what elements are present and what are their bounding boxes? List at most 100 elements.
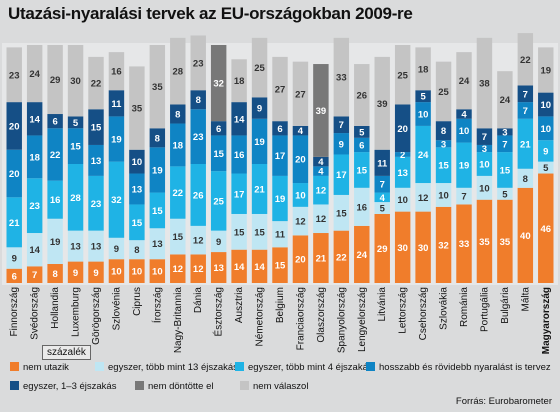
data-label: 16 [356, 202, 367, 213]
data-label: 17 [234, 189, 245, 200]
data-label: 12 [418, 193, 429, 204]
bar-segment-nem_utazik [374, 213, 390, 283]
bar-segment-egyszer_1_3 [435, 121, 452, 141]
data-label: 7 [523, 89, 528, 100]
bar-segment-egyszer_4 [67, 164, 84, 231]
data-label: 21 [316, 254, 327, 265]
x-tick-label: Litvánia [377, 287, 388, 322]
data-label: 13 [397, 168, 408, 179]
data-label: 10 [459, 126, 470, 137]
data-label: 7 [339, 120, 344, 131]
data-label: 19 [540, 65, 551, 76]
data-label: 30 [418, 243, 429, 254]
bar-segment-nem_utazik [108, 259, 125, 283]
bar-segment-egyszer_4 [26, 178, 43, 234]
data-label: 13 [132, 184, 143, 195]
data-label: 5 [420, 92, 426, 103]
bar-segment-egyszer_1_3 [497, 128, 513, 136]
data-label: 5 [502, 189, 508, 200]
data-label: 15 [132, 218, 143, 229]
bar-segment-nem_utazik [456, 204, 472, 283]
bar-segment-nem_valaszol [88, 56, 104, 110]
bar-segment-nem_utazik [415, 211, 431, 283]
bar-segment-egyszer_13 [231, 213, 247, 250]
data-label: 15 [70, 142, 81, 153]
bar-segment-nem_utazik [476, 199, 493, 283]
bar-segment-hosszabb_rovid [476, 144, 493, 153]
data-label: 26 [356, 90, 367, 101]
bar-segment-egyszer_1_3 [517, 85, 534, 103]
data-label: 5 [380, 204, 386, 215]
bar-segment-egyszer_4 [292, 183, 309, 207]
data-label: 6 [216, 124, 221, 135]
data-label: 19 [275, 194, 286, 205]
bar-segment-egyszer_13 [354, 187, 370, 226]
bar-segment-egyszer_4 [190, 164, 206, 226]
data-label: 6 [12, 271, 17, 282]
x-tick-label: Románia [459, 287, 470, 327]
bar-segment-nem_valaszol [394, 45, 411, 105]
data-label: 13 [91, 242, 102, 253]
source-note: Forrás: Eurobarometer [455, 396, 552, 407]
unit-label: százalék [42, 345, 91, 360]
data-label: 7 [523, 106, 528, 117]
bar-segment-nem_valaszol [170, 37, 186, 105]
bar-segment-nem_utazik [354, 225, 370, 283]
x-tick-label: Luxemburg [71, 287, 82, 337]
bar-segment-egyszer_13 [67, 230, 84, 262]
bar-segment-egyszer_4 [149, 192, 166, 229]
x-tick-label: Észtország [212, 287, 225, 336]
data-label: 30 [70, 76, 81, 87]
bar-segment-egyszer_13 [497, 187, 513, 200]
bar-segment-nem_utazik [517, 187, 534, 283]
bar-segment-egyszer_1_3 [476, 128, 493, 145]
x-tick-label: Franciaország [295, 287, 306, 350]
bar-segment-hosszabb_rovid [251, 118, 268, 164]
data-label: 8 [523, 174, 528, 185]
data-label: 17 [336, 170, 347, 181]
bar-segment-hosszabb_rovid [333, 133, 350, 155]
bar-segment-egyszer_4 [415, 125, 431, 184]
bar-segment-egyszer_13 [26, 233, 43, 267]
x-tick-label: Belgium [275, 287, 286, 323]
data-label: 20 [9, 169, 20, 180]
bar-segment-egyszer_13 [435, 183, 452, 207]
bar-segment-nem_valaszol [108, 52, 125, 91]
bar-segment-egyszer_4 [538, 140, 554, 162]
data-label: 8 [196, 95, 201, 106]
data-label: 13 [152, 239, 163, 250]
bar-segment-hosszabb_rovid [108, 116, 125, 162]
bar-segment-nem_valaszol [6, 47, 22, 103]
data-label: 25 [213, 196, 224, 207]
data-label: 15 [234, 227, 245, 238]
bar-segment-hosszabb_rovid [272, 135, 288, 176]
bar-segment-hosszabb_rovid [6, 149, 22, 198]
data-label: 18 [234, 76, 245, 87]
bar-segment-egyszer_1_3 [67, 116, 84, 129]
bar-segment-egyszer_4 [210, 171, 227, 231]
x-tick-label: Dánia [193, 287, 204, 314]
data-label: 15 [213, 149, 224, 160]
bar-segment-nem_valaszol [538, 47, 554, 93]
data-label: 5 [359, 127, 365, 138]
bar-segment-hosszabb_rovid [47, 128, 63, 181]
data-label: 4 [461, 110, 467, 121]
data-label: 14 [234, 262, 245, 273]
bar-segment-egyszer_1_3 [88, 109, 104, 145]
x-tick-label: Lengyelország [357, 287, 368, 352]
bar-segment-nem_utazik [170, 254, 186, 283]
data-label: 10 [479, 160, 490, 171]
x-tick-label: Szlovákia [439, 287, 450, 330]
x-tick-label: Csehország [418, 287, 429, 340]
bar-segment-nem_valaszol [251, 37, 268, 98]
bar-segment-nem_utazik [538, 173, 554, 283]
data-label: 7 [32, 270, 37, 281]
bar-segment-egyszer_1_3 [210, 121, 227, 136]
bar-segment-hosszabb_rovid [394, 152, 411, 157]
bar-segment-egyszer_1_3 [108, 90, 125, 117]
data-label: 2 [400, 150, 405, 161]
bar-segment-egyszer_13 [394, 187, 411, 212]
data-label: 23 [29, 201, 40, 212]
data-label: 7 [380, 180, 385, 191]
data-label: 11 [111, 99, 122, 110]
